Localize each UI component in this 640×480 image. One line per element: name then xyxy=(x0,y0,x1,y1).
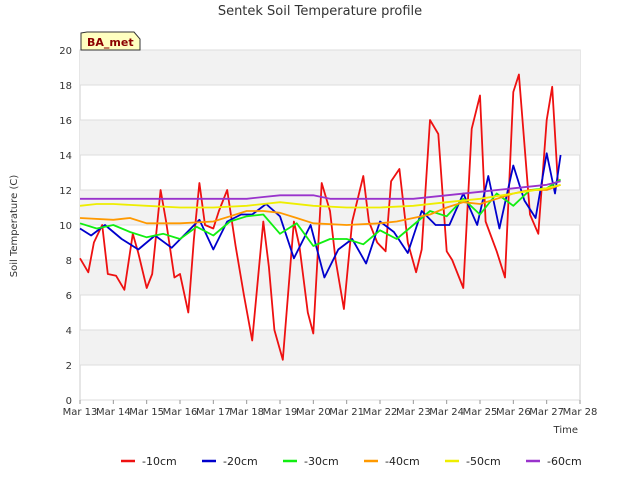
x-tick-label: Mar 16 xyxy=(163,407,198,418)
legend-label: -20cm xyxy=(223,455,258,468)
badge-background xyxy=(80,31,141,51)
x-tick-label: Mar 23 xyxy=(396,407,431,418)
background-band xyxy=(80,50,580,85)
legend-label: -30cm xyxy=(304,455,339,468)
station-badge: BA_met xyxy=(80,31,141,51)
x-tick-label: Mar 20 xyxy=(296,407,331,418)
y-tick-label: 18 xyxy=(59,81,72,92)
x-tick-label: Mar 17 xyxy=(196,407,231,418)
x-tick-label: Mar 24 xyxy=(429,407,464,418)
y-tick-label: 2 xyxy=(66,361,72,372)
y-axis-title: Soil Temperature (C) xyxy=(9,175,20,278)
series-line-20cm xyxy=(79,152,562,279)
y-tick-label: 10 xyxy=(59,221,72,232)
y-tick-label: 20 xyxy=(59,46,72,57)
series-lines xyxy=(79,73,562,361)
y-tick-label: 8 xyxy=(66,256,72,267)
x-tick-label: Mar 28 xyxy=(563,407,598,418)
y-tick-label: 6 xyxy=(66,291,72,302)
legend-label: -10cm xyxy=(142,455,177,468)
background-band xyxy=(80,120,580,155)
series-line-10cm xyxy=(79,73,559,361)
x-tick-label: Mar 13 xyxy=(63,407,98,418)
legend-label: -60cm xyxy=(547,455,582,468)
y-tick-label: 4 xyxy=(66,326,72,337)
x-tick-label: Mar 18 xyxy=(229,407,264,418)
x-tick-label: Mar 15 xyxy=(129,407,164,418)
x-tick-label: Mar 14 xyxy=(96,407,131,418)
series-line-50cm xyxy=(79,183,561,209)
y-tick-label: 0 xyxy=(66,396,72,407)
badge-label: BA_met xyxy=(87,36,134,49)
x-tick-label: Mar 19 xyxy=(263,407,298,418)
x-tick-label: Mar 25 xyxy=(463,407,498,418)
series-line-30cm xyxy=(79,178,562,247)
y-tick-label: 16 xyxy=(59,116,72,127)
x-tick-label: Mar 22 xyxy=(363,407,398,418)
series-line-40cm xyxy=(79,183,561,226)
series-line-60cm xyxy=(80,180,561,200)
legend-label: -50cm xyxy=(466,455,501,468)
legend-label: -40cm xyxy=(385,455,420,468)
y-tick-label: 12 xyxy=(59,186,72,197)
x-tick-label: Mar 21 xyxy=(329,407,364,418)
x-tick-label: Mar 26 xyxy=(496,407,531,418)
background-band xyxy=(80,330,580,365)
y-axis-ticks: 0 2 4 6 8 10 12 14 16 18 20 xyxy=(59,46,72,407)
chart-title: Sentek Soil Temperature profile xyxy=(218,4,422,19)
x-axis-title: Time xyxy=(553,425,578,436)
legend: -10cm -20cm -30cm -40cm -50cm -60cm xyxy=(121,455,582,468)
y-tick-label: 14 xyxy=(59,151,72,162)
x-tick-label: Mar 27 xyxy=(529,407,564,418)
